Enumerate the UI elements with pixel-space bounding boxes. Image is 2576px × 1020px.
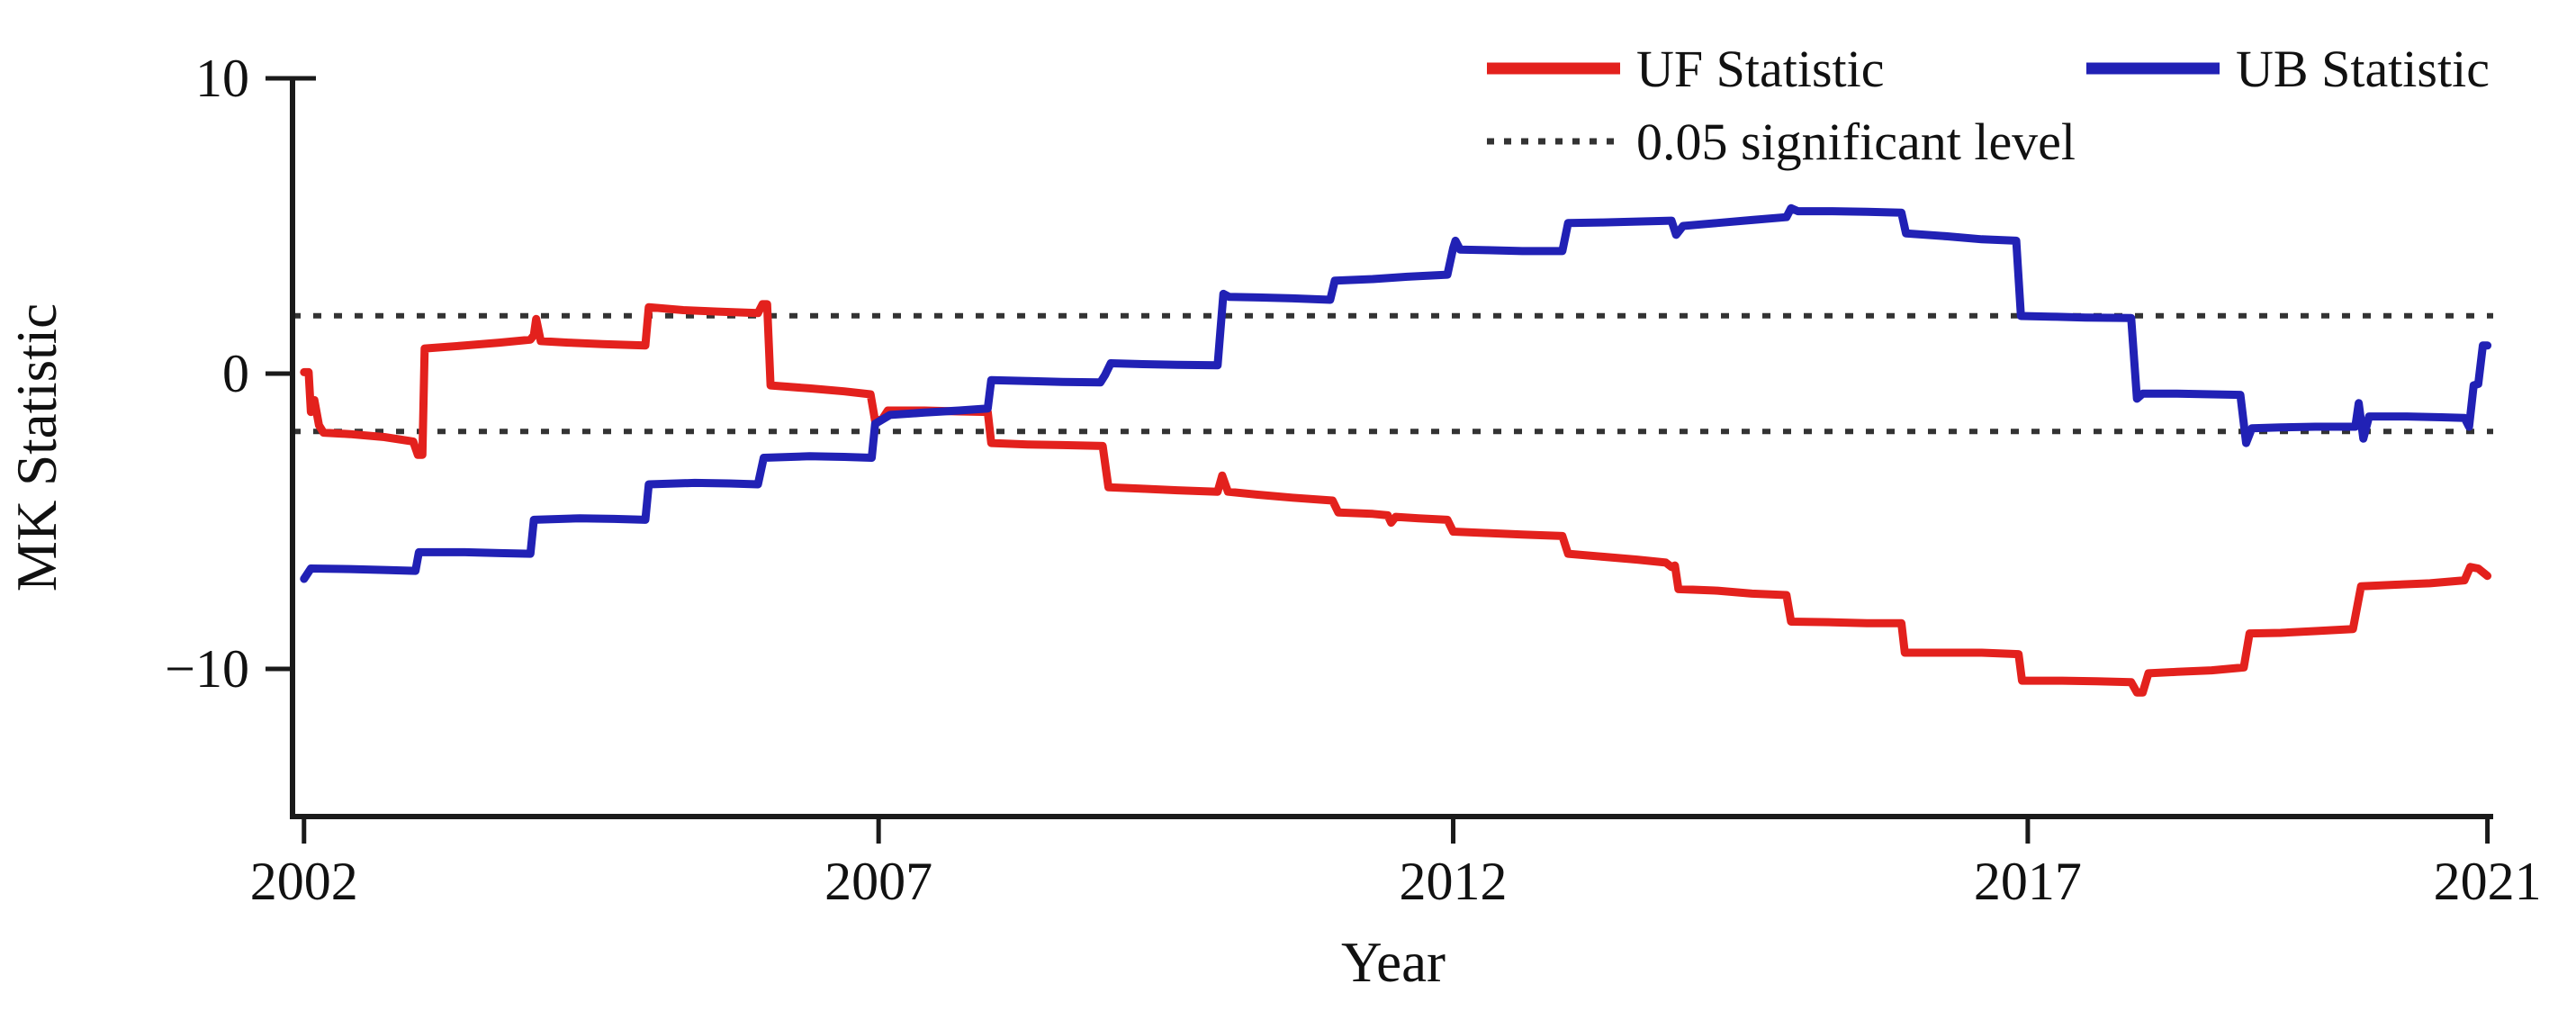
x-tick-label: 2007 — [824, 852, 932, 911]
y-tick-label: −10 — [165, 639, 249, 699]
y-axis-ticks: 10 0 −10 — [165, 49, 293, 699]
legend-uf-label: UF Statistic — [1636, 40, 1885, 98]
series-lines — [300, 203, 2492, 697]
x-tick-label: 2012 — [1400, 852, 1508, 911]
legend: UF Statistic UB Statistic 0.05 significa… — [1487, 40, 2490, 171]
x-tick-label: 2002 — [250, 852, 358, 911]
x-tick-label: 2021 — [2434, 852, 2542, 911]
legend-significance-label: 0.05 significant level — [1636, 113, 2076, 171]
y-axis-title: MK Statistic — [5, 303, 68, 591]
y-tick-label: 10 — [195, 49, 249, 108]
y-tick-label: 0 — [222, 344, 249, 403]
x-axis-ticks: 2002 2007 2012 2017 2021 — [250, 817, 2542, 911]
significance-lines — [293, 312, 2493, 435]
x-axis-title: Year — [1341, 931, 1446, 994]
x-tick-label: 2017 — [1974, 852, 2082, 911]
uf-statistic-line — [300, 300, 2492, 697]
legend-ub-label: UB Statistic — [2236, 40, 2490, 98]
axes — [290, 76, 2493, 819]
ub-statistic-line — [300, 203, 2492, 583]
